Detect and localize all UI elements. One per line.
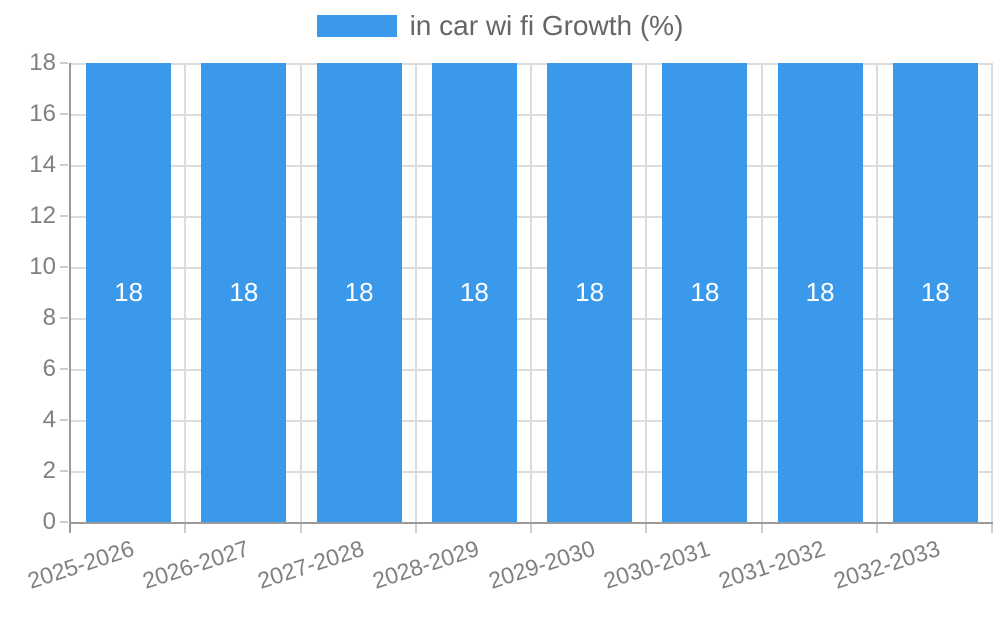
x-axis-tick: [645, 524, 648, 533]
bar-2031-2032[interactable]: 18: [777, 63, 863, 522]
gridline-horizontal: [71, 420, 993, 422]
y-axis-tick: [60, 215, 68, 217]
y-axis-tick-label: 14: [29, 151, 56, 178]
legend-item[interactable]: in car wi fi Growth (%): [316, 10, 684, 42]
gridline-vertical: [184, 63, 187, 522]
gridline-vertical: [645, 63, 648, 522]
gridline-horizontal: [71, 267, 993, 269]
x-axis-tick: [184, 524, 187, 533]
bar-value-label: 18: [920, 277, 950, 307]
gridline-horizontal: [71, 114, 993, 116]
x-axis-tick: [530, 524, 532, 533]
y-axis-tick: [60, 419, 68, 421]
bar-2030-2031[interactable]: 18: [662, 63, 748, 522]
gridline-horizontal: [71, 471, 993, 473]
gridline-vertical: [414, 63, 417, 522]
bar-value-label: 18: [575, 277, 605, 307]
y-axis-tick-label: 8: [42, 304, 56, 331]
y-axis-tick: [60, 521, 68, 523]
y-axis-tick: [60, 368, 68, 370]
gridline-horizontal: [71, 63, 993, 65]
bar-value-label: 18: [805, 277, 835, 307]
gridline-horizontal: [71, 318, 993, 320]
gridline-horizontal: [71, 369, 993, 371]
gridline-vertical: [530, 63, 532, 522]
bar-2029-2030[interactable]: 18: [547, 63, 633, 522]
y-axis-tick-label: 16: [29, 100, 56, 127]
x-axis-tick: [760, 524, 763, 533]
bar-2032-2033[interactable]: 18: [892, 63, 978, 522]
x-axis-tick: [299, 524, 302, 533]
legend-label: in car wi fi Growth (%): [409, 10, 684, 41]
y-axis-tick-label: 6: [42, 355, 56, 382]
y-axis-tick-label: 0: [42, 508, 56, 535]
bar-2025-2026[interactable]: 18: [86, 63, 172, 522]
bar-value-label: 18: [459, 277, 489, 307]
bar-2027-2028[interactable]: 18: [316, 63, 402, 522]
gridline-vertical: [875, 63, 878, 522]
bar-value-label: 18: [114, 277, 144, 307]
y-axis-tick-label: 18: [29, 49, 56, 76]
y-axis-tick-label: 2: [42, 457, 56, 484]
y-axis-tick-label: 12: [29, 202, 56, 229]
x-axis-tick: [414, 524, 417, 533]
bar-2026-2027[interactable]: 18: [201, 63, 287, 522]
gridline-vertical: [991, 63, 993, 522]
gridline-horizontal: [71, 165, 993, 167]
x-axis-tick: [991, 524, 993, 533]
y-axis-tick: [60, 62, 68, 64]
x-axis-tick: [69, 524, 71, 533]
gridline-vertical: [299, 63, 302, 522]
y-axis-tick: [60, 113, 68, 115]
bar-value-label: 18: [690, 277, 720, 307]
legend-swatch-icon: [316, 15, 397, 37]
y-axis-tick-label: 4: [42, 406, 56, 433]
bar-2028-2029[interactable]: 18: [431, 63, 517, 522]
plot-area: 18 18 18 18 18 18 18 18: [69, 63, 993, 524]
x-axis-tick: [875, 524, 878, 533]
bar-value-label: 18: [229, 277, 259, 307]
y-axis-tick: [60, 164, 68, 166]
gridline-horizontal: [71, 216, 993, 218]
y-axis-tick-label: 10: [29, 253, 56, 280]
y-axis-tick: [60, 470, 68, 472]
gridline-vertical: [760, 63, 763, 522]
bar-value-label: 18: [344, 277, 374, 307]
y-axis-tick: [60, 266, 68, 268]
chart-legend: in car wi fi Growth (%): [0, 0, 1000, 52]
y-axis-tick: [60, 317, 68, 319]
